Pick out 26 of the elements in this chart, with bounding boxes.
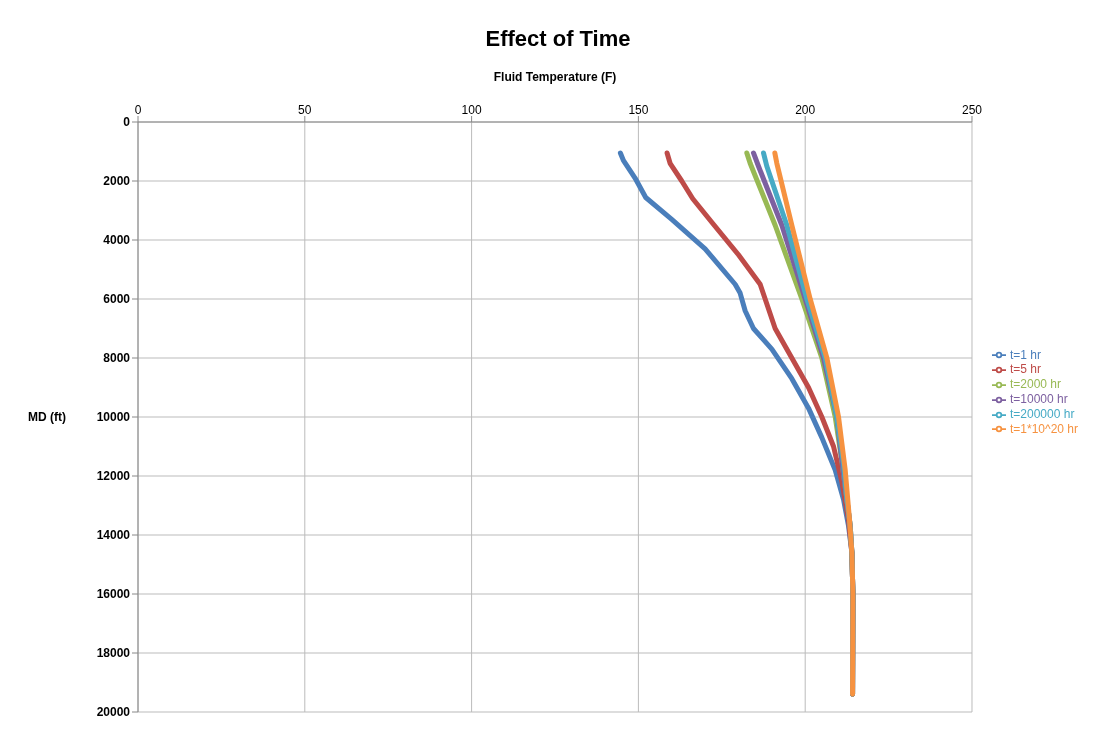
legend-label: t=10000 hr: [1009, 392, 1068, 406]
y-tick-label: 12000: [96, 469, 131, 484]
legend-label: t=1 hr: [1009, 347, 1042, 362]
x-tick-label: 150: [628, 103, 649, 117]
x-tick-label: 50: [298, 103, 312, 117]
y-tick-label: 8000: [103, 351, 131, 366]
y-tick-label: 4000: [103, 233, 131, 248]
y-tick-label: 0: [123, 115, 131, 130]
chart-title: Effect of Time: [484, 25, 632, 53]
y-tick-label: 20000: [96, 705, 131, 720]
x-axis-title: Fluid Temperature (F): [493, 69, 617, 84]
y-tick-label: 14000: [96, 528, 131, 543]
y-axis-title: MD (ft): [28, 410, 66, 425]
legend-label: t=1*10^20 hr: [1009, 421, 1078, 436]
x-tick-label: 100: [461, 103, 482, 117]
legend-label: t=200000 hr: [1009, 406, 1075, 421]
y-tick-label: 2000: [103, 174, 131, 189]
x-tick-label: 200: [795, 103, 816, 117]
y-tick-label: 16000: [96, 587, 131, 602]
y-tick-label: 10000: [96, 410, 131, 425]
y-tick-label: 18000: [96, 646, 131, 661]
x-tick-label: 0: [134, 103, 142, 117]
legend-label: t=5 hr: [1009, 362, 1042, 377]
y-tick-label: 6000: [103, 292, 131, 307]
legend-label: t=2000 hr: [1009, 377, 1062, 392]
x-tick-label: 250: [961, 103, 983, 117]
